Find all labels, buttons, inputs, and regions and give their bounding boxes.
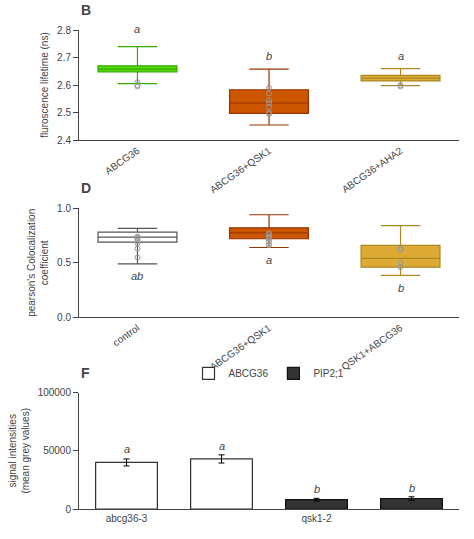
svg-text:0.5: 0.5 xyxy=(57,257,71,268)
svg-text:b: b xyxy=(398,282,404,294)
svg-text:a: a xyxy=(124,443,130,455)
svg-text:QSK1+ABCG36: QSK1+ABCG36 xyxy=(339,322,405,373)
svg-text:B: B xyxy=(81,2,91,18)
svg-text:2.4: 2.4 xyxy=(57,135,71,146)
svg-text:ABCG36+AHA2: ABCG36+AHA2 xyxy=(340,145,405,195)
svg-text:2.6: 2.6 xyxy=(57,80,71,91)
svg-text:50000: 50000 xyxy=(43,445,71,456)
svg-text:0.0: 0.0 xyxy=(57,312,71,323)
svg-text:2.8: 2.8 xyxy=(57,25,71,36)
svg-text:a: a xyxy=(134,23,140,35)
svg-text:b: b xyxy=(266,50,272,62)
svg-text:control: control xyxy=(111,322,142,348)
svg-text:2.5: 2.5 xyxy=(57,107,71,118)
svg-text:ABCG36+QSK1: ABCG36+QSK1 xyxy=(208,145,274,196)
svg-text:abcg36-3: abcg36-3 xyxy=(106,513,148,524)
svg-text:ABCG36+QSK1: ABCG36+QSK1 xyxy=(208,322,274,373)
svg-text:0: 0 xyxy=(65,504,71,515)
svg-text:b: b xyxy=(314,483,320,495)
svg-text:b: b xyxy=(409,482,415,494)
svg-text:ABCG36: ABCG36 xyxy=(103,145,142,177)
svg-text:fluroscence lifetime (ns): fluroscence lifetime (ns) xyxy=(39,32,50,138)
svg-text:PIP2;1: PIP2;1 xyxy=(313,368,343,379)
svg-text:F: F xyxy=(81,365,90,381)
svg-text:100000: 100000 xyxy=(38,387,72,398)
svg-text:pearson's Colocalizationcoeffi: pearson's Colocalizationcoefficient xyxy=(26,209,50,317)
svg-text:ABCG36: ABCG36 xyxy=(229,368,269,379)
svg-text:ab: ab xyxy=(131,270,143,282)
svg-text:signal intensities(mean grey v: signal intensities(mean grey values) xyxy=(7,408,31,494)
svg-text:a: a xyxy=(219,440,225,452)
svg-text:2.7: 2.7 xyxy=(57,52,71,63)
svg-text:1.0: 1.0 xyxy=(57,203,71,214)
svg-text:D: D xyxy=(81,180,91,196)
svg-text:a: a xyxy=(266,254,272,266)
svg-text:a: a xyxy=(398,50,404,62)
svg-text:qsk1-2: qsk1-2 xyxy=(301,513,331,524)
